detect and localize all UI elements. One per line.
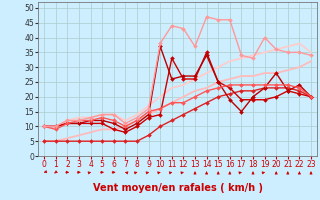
X-axis label: Vent moyen/en rafales ( km/h ): Vent moyen/en rafales ( km/h ) [92,183,263,193]
